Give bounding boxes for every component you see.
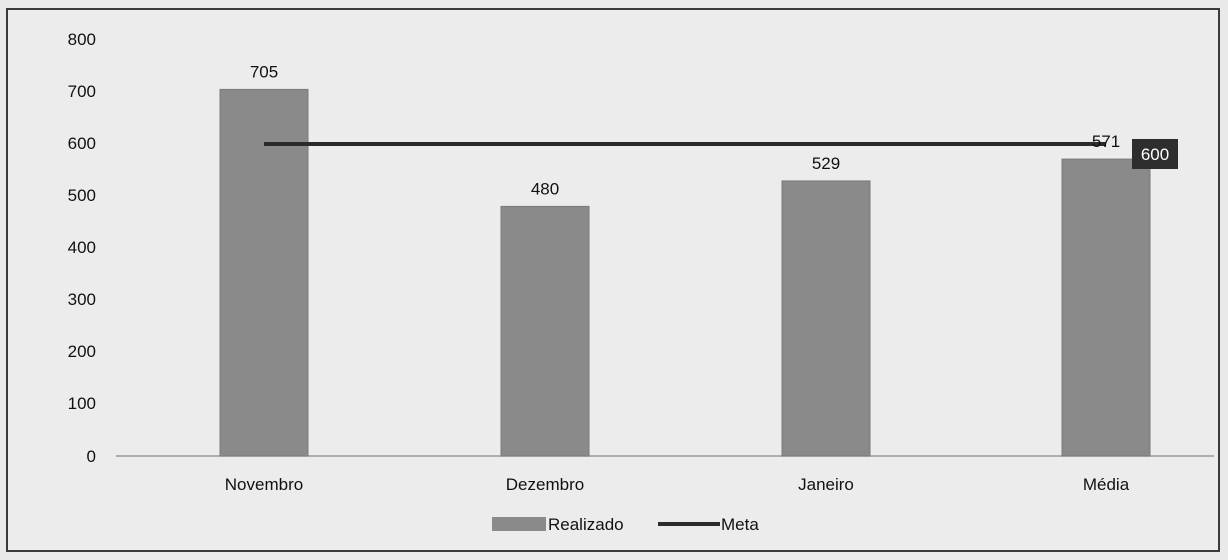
bar-dezembro [500,205,590,457]
category-label-media: Média [1083,475,1130,494]
bar-media [1061,158,1151,457]
data-label-janeiro: 529 [812,154,840,173]
y-tick-label: 0 [87,447,96,466]
y-tick-label: 100 [68,394,96,413]
category-label-janeiro: Janeiro [798,475,854,494]
x-axis: Novembro Dezembro Janeiro Média [225,475,1130,494]
data-label-media: 571 [1092,132,1120,151]
y-tick-label: 600 [68,134,96,153]
legend-label-realizado: Realizado [548,515,624,534]
bars-group [219,88,1151,457]
y-tick-label: 200 [68,342,96,361]
legend-label-meta: Meta [721,515,759,534]
data-label-novembro: 705 [250,62,278,81]
chart-svg: 0 100 200 300 400 500 600 700 800 600 70… [68,30,1214,534]
y-axis: 0 100 200 300 400 500 600 700 800 [68,30,96,466]
legend-bar-swatch [492,517,546,531]
meta-label-box [1132,139,1178,169]
legend: Realizado Meta [492,515,759,534]
y-tick-label: 700 [68,82,96,101]
chart-frame: 0 100 200 300 400 500 600 700 800 600 70… [6,8,1220,552]
y-tick-label: 800 [68,30,96,49]
category-label-dezembro: Dezembro [506,475,584,494]
data-label-dezembro: 480 [531,179,559,198]
data-labels-group: 705 480 529 571 [250,62,1120,198]
y-tick-label: 400 [68,238,96,257]
y-tick-label: 500 [68,186,96,205]
bar-novembro [219,88,309,457]
bar-janeiro [781,180,871,457]
y-tick-label: 300 [68,290,96,309]
meta-value-label: 600 [1141,145,1169,164]
category-label-novembro: Novembro [225,475,303,494]
